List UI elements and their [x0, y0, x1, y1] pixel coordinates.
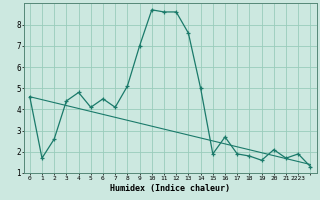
X-axis label: Humidex (Indice chaleur): Humidex (Indice chaleur): [110, 184, 230, 193]
